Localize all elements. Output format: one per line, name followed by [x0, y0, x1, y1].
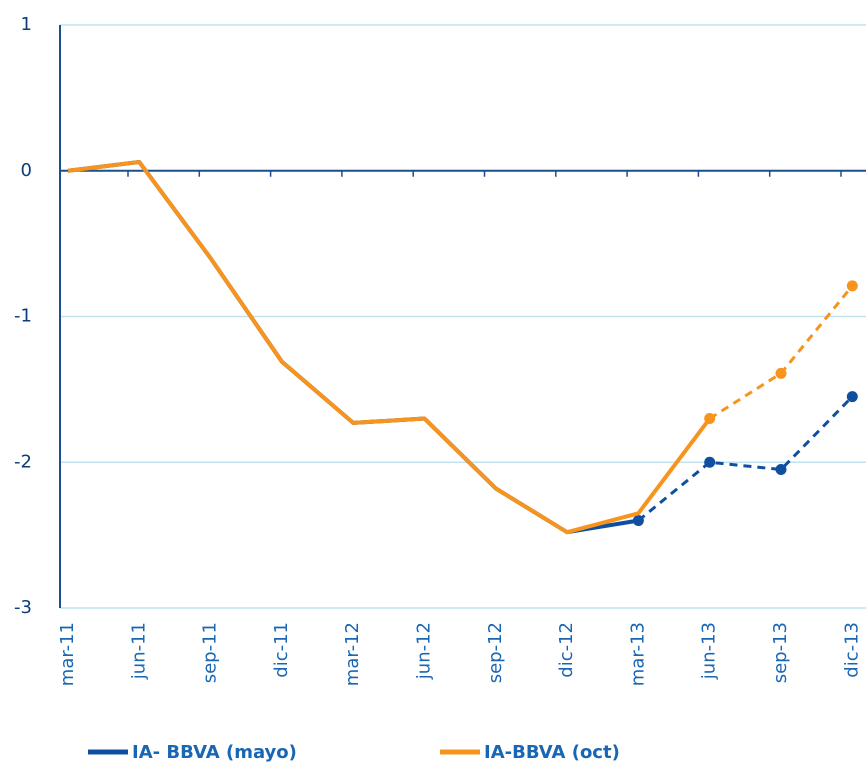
x-tick-label: jun-13 — [699, 622, 720, 680]
y-tick-label: 1 — [21, 14, 32, 35]
x-tick-label: sep-11 — [200, 622, 221, 683]
point — [846, 391, 858, 403]
line — [67, 160, 712, 535]
point — [775, 464, 787, 476]
x-tick-label: mar-11 — [57, 622, 78, 686]
legend-label: IA- BBVA (mayo) — [132, 742, 297, 763]
point — [632, 515, 644, 527]
y-tick-label: 0 — [21, 160, 32, 181]
line-dashed — [637, 395, 854, 522]
x-tick-label: jun-12 — [414, 622, 435, 680]
x-tick-label: mar-13 — [627, 622, 648, 686]
y-tick-label: -2 — [14, 451, 32, 472]
point — [775, 367, 787, 379]
y-tick-label: -3 — [14, 597, 32, 618]
x-tick-label: mar-12 — [342, 622, 363, 686]
x-tick-label: dic-13 — [841, 622, 862, 678]
point — [704, 456, 716, 468]
x-tick-label: dic-12 — [556, 622, 577, 678]
point — [704, 413, 716, 425]
x-tick-label: sep-13 — [770, 622, 791, 683]
x-tick-label: dic-11 — [271, 622, 292, 678]
line — [67, 160, 639, 535]
x-tick-label: jun-11 — [128, 622, 149, 680]
legend-label: IA-BBVA (oct) — [484, 742, 620, 763]
point — [846, 280, 858, 292]
line-dashed — [708, 284, 854, 420]
y-tick-label: -1 — [14, 306, 32, 327]
x-tick-label: sep-12 — [485, 622, 506, 683]
